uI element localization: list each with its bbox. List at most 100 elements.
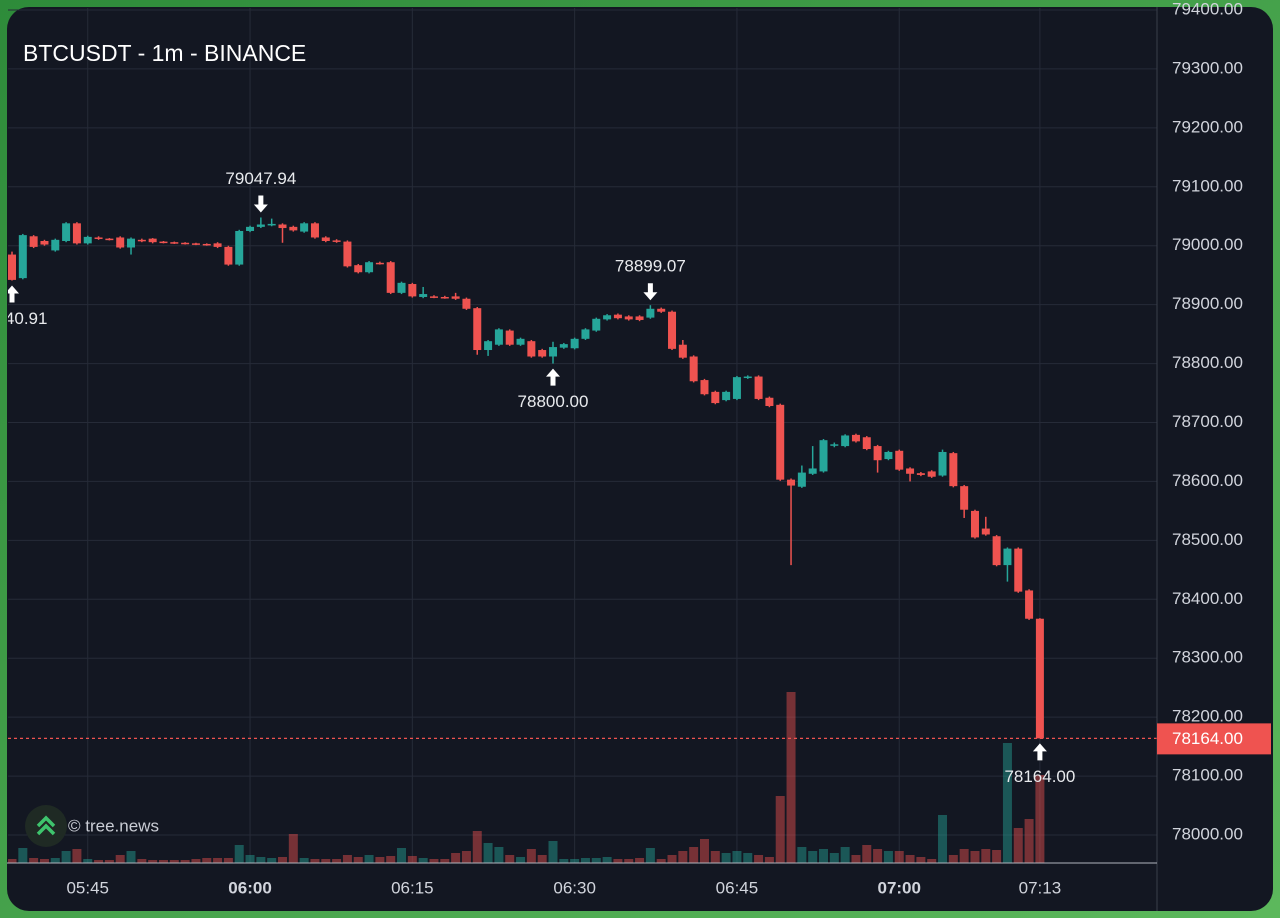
candle-body [992,536,1001,566]
volume-bar [234,845,244,863]
volume-bar [959,849,969,863]
candle-body [191,243,200,245]
volume-bar [862,845,872,863]
candle-body [830,444,839,446]
volume-bar [656,859,666,863]
volume-bar [559,859,569,863]
candle-body [332,240,341,242]
candle-body [711,391,720,404]
volume-bar [732,851,742,863]
candle-body [862,437,871,450]
x-tick-label: 06:30 [553,878,596,897]
candle-body [375,262,384,265]
y-tick-label: 78100.00 [1172,766,1243,785]
axes: 79400.00 79300.00 79200.00 79100.00 79000.00… [66,0,1271,897]
volume-bar [169,860,179,863]
candle-body [159,241,168,244]
candle-body [94,237,103,239]
candle-body [668,311,677,349]
candle-body [202,243,211,246]
x-tick-label: 06:00 [228,878,271,897]
candle-body [797,472,806,487]
volume-bar [905,855,915,863]
candle-body [776,404,785,480]
candle-body [516,338,525,345]
candle-body [462,298,471,309]
candle-body [18,235,27,279]
watermark-logo [25,805,67,847]
candle-body [267,223,276,226]
watermark: © tree.news [68,816,159,835]
candle-body [137,239,146,242]
volume-bar [1024,819,1034,863]
candle-body [170,242,179,244]
volume-bar [148,860,158,863]
volume-bar [526,849,536,863]
candle-body [884,451,893,460]
volume-bar [288,834,298,863]
candle-body [635,316,644,320]
volume-bar [375,857,385,863]
volume-bar [256,857,266,863]
candle-body [429,296,438,298]
y-tick-label: 78300.00 [1172,648,1243,667]
volume-bar [927,859,937,863]
candle-body [841,435,850,447]
candle-body [343,241,352,267]
volume-bar [1013,828,1023,863]
candle-body [732,377,741,399]
y-tick-label: 78600.00 [1172,471,1243,490]
volume-bar [710,851,720,863]
candle-body [354,265,363,273]
candle-body [938,451,947,476]
volume-bar [429,859,439,863]
candle-body [722,391,731,401]
candle-body [613,314,622,319]
volume-bar [721,853,731,863]
volume-bar [407,856,417,863]
candle-body [419,294,428,297]
candle-body [592,318,601,331]
volume-bar [126,851,136,863]
volume-bar [667,855,677,863]
volume-bar [894,851,904,863]
candle-body [289,226,298,231]
candle-body [906,468,915,474]
candle-body [321,237,330,242]
annotation-arrow [1032,743,1047,761]
volume-bar [397,848,407,863]
volume-bar [580,858,590,863]
candle-body [494,329,503,345]
candle-body [787,479,796,486]
annotation-arrow [643,283,658,301]
last-price-label: 78164.00 [1172,729,1243,748]
volume-bar [645,848,655,863]
candle-body [754,376,763,399]
candle-body [538,350,547,357]
volume-bar [83,859,93,863]
candle-body [765,397,774,407]
candle-body [72,223,81,244]
volume-bar [992,850,1002,863]
volume-bar [342,855,352,863]
volume-bar [213,858,223,863]
annotation-label: 78164.00 [1004,767,1075,786]
volume-bar [775,796,785,863]
candle-body [873,446,882,461]
volume-bar [829,853,839,863]
candle-body [895,450,904,470]
volume-bar [472,831,482,863]
volume-bar [72,849,82,863]
y-tick-label: 78200.00 [1172,707,1243,726]
candle-body [62,223,71,242]
volume-bar [202,858,212,863]
candle-body [808,468,817,474]
volume-bar [1002,743,1012,863]
candle-body [549,347,557,357]
candle-body [278,224,287,229]
volume-bar [873,849,883,863]
candle-body [603,315,612,320]
candle-body [29,236,38,247]
candle-body [116,237,125,248]
candle-body [451,296,460,299]
